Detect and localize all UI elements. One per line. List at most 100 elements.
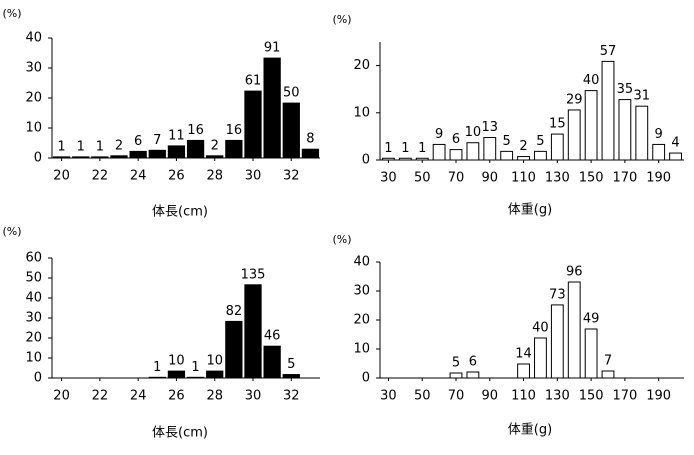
bar [517, 363, 530, 379]
count-label: 9 [435, 127, 443, 142]
x-tick-label: 22 [92, 169, 109, 184]
count-label: 1 [57, 139, 65, 154]
y-tick-label: 20 [353, 58, 370, 73]
count-label: 5 [503, 134, 511, 149]
x-tick-label: 50 [414, 389, 431, 404]
count-label: 1 [153, 360, 161, 375]
y-tick-label: 30 [353, 284, 370, 299]
bar [618, 99, 632, 161]
bar [483, 137, 497, 161]
bar [567, 281, 581, 379]
bar [449, 372, 463, 379]
y-tick-label: 20 [353, 313, 370, 328]
x-tick-label: 170 [612, 171, 637, 186]
bar [534, 337, 547, 379]
count-label: 1 [77, 139, 85, 154]
bar [263, 57, 281, 159]
count-label: 10 [168, 354, 185, 369]
bar [206, 370, 224, 379]
y-tick-label: 40 [25, 291, 42, 306]
x-tick-label: 50 [414, 171, 431, 186]
y-unit-label: (%) [2, 225, 21, 238]
x-tick-label: 26 [168, 389, 185, 404]
bar [466, 142, 480, 161]
bar [601, 370, 615, 379]
x-tick-label: 26 [168, 169, 185, 184]
count-label: 2 [115, 138, 123, 153]
bar [244, 90, 262, 159]
x-tick-label: 110 [511, 171, 536, 186]
y-tick-label: 30 [25, 61, 42, 76]
count-label: 5 [536, 134, 544, 149]
y-tick-label: 60 [25, 251, 42, 266]
y-tick-label: 40 [25, 31, 42, 46]
count-label: 7 [604, 354, 612, 369]
count-label: 6 [452, 132, 460, 147]
count-label: 31 [634, 89, 651, 104]
count-label: 10 [465, 125, 482, 140]
x-tick-label: 32 [283, 169, 300, 184]
bar [167, 145, 186, 159]
count-label: 7 [153, 133, 161, 148]
bar [567, 109, 581, 161]
count-label: 13 [482, 120, 499, 135]
count-label: 9 [655, 127, 663, 142]
x-axis-label: 体長(cm) [152, 205, 208, 220]
x-tick-label: 24 [130, 389, 147, 404]
count-label: 1 [401, 141, 409, 156]
count-label: 10 [206, 354, 223, 369]
y-tick-label: 0 [362, 153, 370, 168]
x-tick-label: 30 [380, 389, 397, 404]
x-tick-label: 22 [92, 389, 109, 404]
count-label: 16 [226, 123, 243, 138]
y-unit-label: (%) [332, 13, 351, 26]
count-label: 50 [283, 86, 300, 101]
bar [225, 139, 243, 159]
bar [432, 143, 446, 161]
x-tick-label: 28 [206, 169, 223, 184]
count-label: 16 [187, 123, 204, 138]
x-axis-label: 体長(cm) [152, 426, 208, 441]
count-label: 8 [306, 132, 314, 147]
x-tick-label: 28 [206, 389, 223, 404]
count-label: 35 [617, 82, 634, 97]
bar [601, 60, 615, 161]
x-tick-label: 20 [53, 169, 70, 184]
bar [534, 150, 547, 161]
bar [301, 148, 320, 159]
x-tick-label: 110 [511, 389, 536, 404]
count-label: 82 [226, 304, 243, 319]
count-label: 11 [168, 128, 185, 143]
x-tick-label: 30 [380, 171, 397, 186]
count-label: 6 [134, 134, 142, 149]
bar [263, 345, 281, 379]
bar [148, 149, 166, 159]
count-label: 1 [191, 360, 199, 375]
count-label: 40 [583, 73, 600, 88]
x-tick-label: 70 [448, 389, 465, 404]
x-tick-label: 30 [245, 169, 262, 184]
count-label: 135 [241, 267, 266, 282]
x-tick-label: 24 [130, 169, 147, 184]
bar [652, 143, 666, 161]
y-tick-label: 40 [353, 255, 370, 270]
count-label: 5 [287, 357, 295, 372]
x-tick-label: 190 [646, 389, 671, 404]
count-label: 49 [583, 311, 600, 326]
bar [584, 90, 598, 161]
x-tick-label: 32 [283, 389, 300, 404]
y-tick-label: 10 [25, 121, 42, 136]
count-label: 61 [245, 74, 262, 89]
x-axis-label: 体重(g) [508, 422, 552, 438]
y-tick-label: 0 [362, 371, 370, 386]
count-label: 57 [600, 44, 617, 59]
count-label: 40 [532, 320, 549, 335]
y-tick-label: 20 [25, 91, 42, 106]
count-label: 73 [549, 287, 566, 302]
x-tick-label: 130 [545, 389, 570, 404]
bar [244, 284, 262, 379]
y-tick-label: 20 [25, 331, 42, 346]
y-tick-label: 0 [34, 371, 42, 386]
count-label: 96 [566, 265, 583, 280]
